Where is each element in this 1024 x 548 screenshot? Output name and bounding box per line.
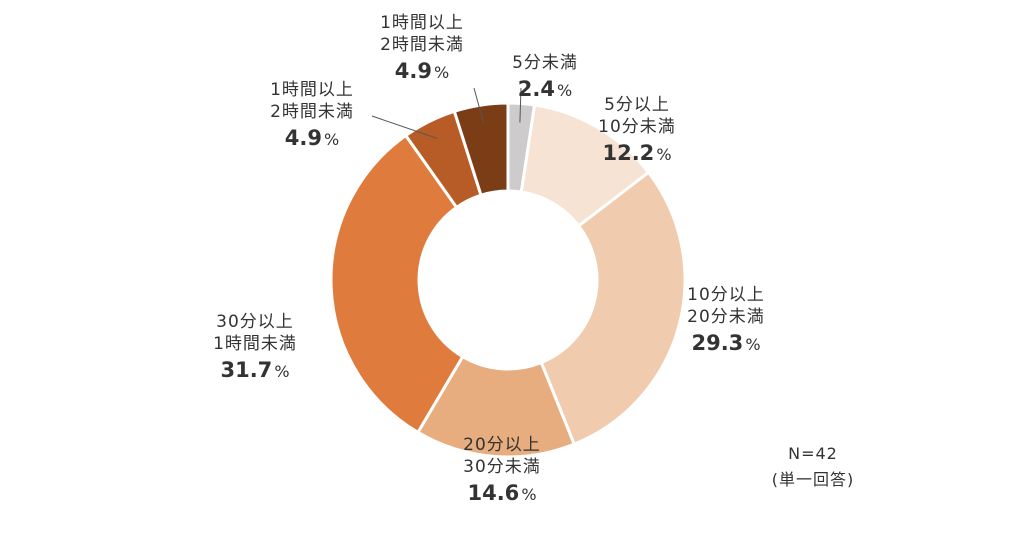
percent-label: 2.4% — [518, 77, 572, 101]
category-label: 20分未満 — [687, 307, 765, 327]
donut-slice — [452, 101, 510, 198]
category-label: 20分以上 — [463, 435, 541, 455]
category-label: 1時間未満 — [213, 334, 297, 354]
answer-type-label: (単一回答) — [772, 470, 855, 489]
category-label: 2時間未満 — [270, 102, 354, 122]
leader-line — [473, 87, 485, 124]
category-label: 30分以上 — [216, 312, 294, 332]
category-label: 2時間未満 — [380, 35, 464, 55]
category-label: 5分未満 — [512, 53, 578, 73]
slices-layer — [329, 101, 687, 459]
category-label: 1時間以上 — [380, 13, 464, 33]
percent-label: 4.9% — [395, 59, 449, 83]
category-label: 10分以上 — [687, 285, 765, 305]
percent-label: 12.2% — [602, 141, 671, 165]
leader-line — [371, 115, 438, 140]
percent-label: 31.7% — [220, 358, 289, 382]
category-label: 30分未満 — [463, 457, 541, 477]
category-label: 10分未満 — [598, 117, 676, 137]
category-label: 5分以上 — [604, 95, 670, 115]
percent-label: 14.6% — [467, 481, 536, 505]
category-label: 1時間以上 — [270, 80, 354, 100]
sample-size-label: N=42 — [788, 444, 838, 463]
leader-lines — [371, 87, 522, 140]
percent-label: 4.9% — [285, 126, 339, 150]
percent-label: 29.3% — [691, 331, 760, 355]
chart-note: N=42 (単一回答) — [772, 444, 855, 489]
donut-slice — [539, 170, 687, 447]
donut-slice — [329, 133, 465, 435]
slice-label: 5分未満 2.4% — [512, 53, 578, 101]
leader-line — [519, 87, 522, 123]
